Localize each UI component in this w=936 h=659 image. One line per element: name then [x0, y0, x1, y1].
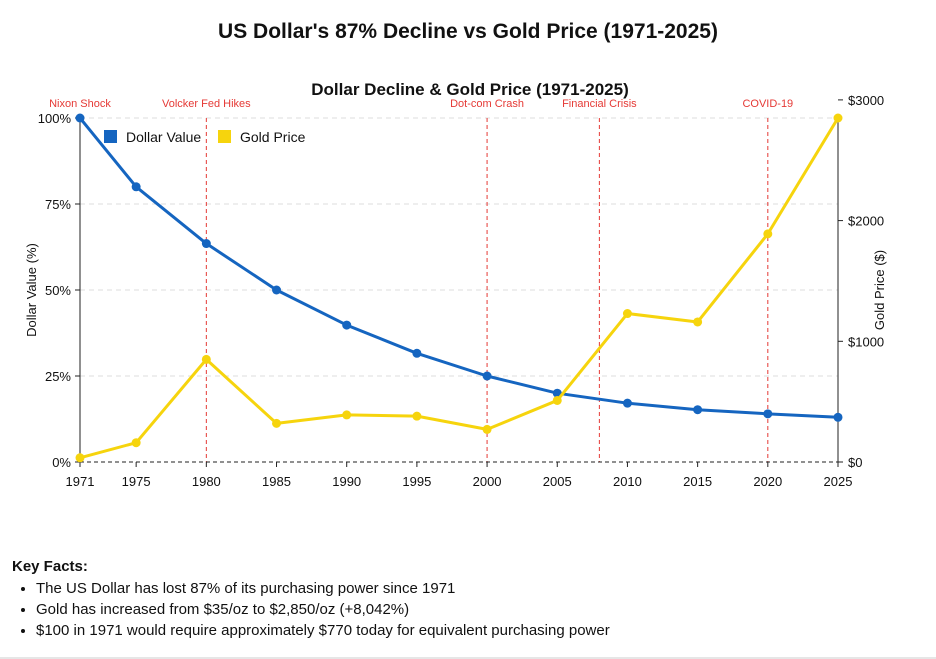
gold-price-point	[342, 410, 352, 420]
dollar-value-point	[201, 239, 211, 249]
legend-swatch	[104, 130, 117, 143]
dollar-value-point	[482, 371, 492, 381]
legend-label: Dollar Value	[126, 129, 201, 145]
bottom-divider	[0, 657, 936, 659]
x-tick-label: 1990	[332, 474, 361, 489]
gold-price-point	[412, 411, 422, 421]
y-right-tick-label: $2000	[848, 214, 884, 229]
gold-price-point	[272, 418, 282, 428]
legend-swatch	[218, 130, 231, 143]
y-left-tick-label: 50%	[45, 283, 71, 298]
x-tick-label: 2025	[824, 474, 853, 489]
y-left-tick-label: 0%	[52, 455, 71, 470]
y-left-tick-label: 75%	[45, 197, 71, 212]
x-tick-label: 1980	[192, 474, 221, 489]
event-annotations: Nixon Shock Volcker Fed Hikes Dot-com Cras…	[49, 98, 793, 462]
key-fact-item: The US Dollar has lost 87% of its purcha…	[36, 578, 912, 599]
page-title: US Dollar's 87% Decline vs Gold Price (1…	[218, 20, 718, 43]
gold-price-point	[763, 229, 773, 239]
y-left-tick-label: 100%	[38, 111, 72, 126]
gold-price-point	[75, 453, 85, 463]
x-tick-label: 2010	[613, 474, 642, 489]
key-facts-list: The US Dollar has lost 87% of its purcha…	[12, 578, 912, 641]
gold-price-point	[131, 438, 141, 448]
x-tick-label: 2000	[473, 474, 502, 489]
chart-title: Dollar Decline & Gold Price (1971-2025)	[311, 80, 628, 99]
dollar-value-point	[412, 348, 422, 358]
y-right-tick-label: $0	[848, 455, 862, 470]
series-lines	[75, 113, 843, 463]
event-label: Nixon Shock	[49, 98, 111, 110]
event-label: COVID-19	[742, 98, 793, 110]
gold-price-point	[693, 317, 703, 327]
gold-price-point	[201, 354, 211, 364]
event-label: Dot-com Crash	[450, 98, 524, 110]
event-label: Volcker Fed Hikes	[162, 98, 251, 110]
y-right-axis-label: Gold Price ($)	[872, 250, 887, 330]
legend-label: Gold Price	[240, 129, 306, 145]
y-left-axis-label: Dollar Value (%)	[24, 243, 39, 337]
axes: 1971 1975 1980 1985 1990 1995 2000 2005 2010 2015…	[24, 93, 887, 489]
gold-price-point	[482, 424, 492, 434]
dollar-value-point	[272, 285, 282, 295]
dollar-value-point	[763, 409, 773, 419]
x-tick-label: 2015	[683, 474, 712, 489]
x-tick-label: 1995	[402, 474, 431, 489]
y-left-tick-label: 25%	[45, 369, 71, 384]
gold-price-point	[622, 309, 632, 319]
x-tick-label: 2020	[753, 474, 782, 489]
gold-price-point	[833, 113, 843, 123]
grid-lines	[80, 117, 838, 377]
legend: Dollar Value Gold Price	[104, 129, 306, 145]
dollar-value-point	[833, 412, 843, 422]
dollar-value-point	[622, 398, 632, 408]
key-fact-item: $100 in 1971 would require approximately…	[36, 620, 912, 641]
x-tick-label: 1975	[122, 474, 151, 489]
key-facts-heading: Key Facts:	[12, 558, 88, 575]
gold-price-line	[78, 116, 840, 460]
dollar-value-point	[342, 320, 352, 330]
x-tick-label: 2005	[543, 474, 572, 489]
event-label: Financial Crisis	[562, 98, 637, 110]
dollar-value-point	[131, 182, 141, 192]
y-right-tick-label: $3000	[848, 93, 884, 108]
key-fact-item: Gold has increased from $35/oz to $2,850…	[36, 599, 912, 620]
key-facts: Key Facts: The US Dollar has lost 87% of…	[12, 558, 912, 641]
dollar-value-line	[78, 116, 840, 419]
dollar-gold-chart: Dollar Decline & Gold Price (1971-2025) …	[24, 80, 887, 489]
dollar-value-point	[75, 113, 85, 123]
x-tick-label: 1985	[262, 474, 291, 489]
x-tick-label: 1971	[66, 474, 95, 489]
gold-price-point	[552, 395, 562, 405]
dollar-value-point	[693, 405, 703, 415]
y-right-tick-label: $1000	[848, 334, 884, 349]
